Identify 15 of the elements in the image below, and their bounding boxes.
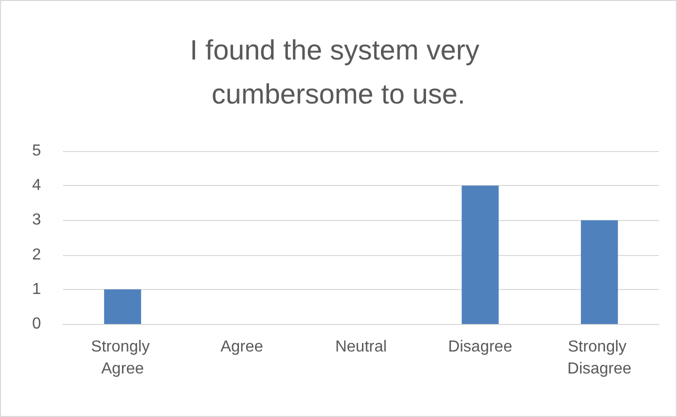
y-tick-label: 4	[32, 177, 42, 194]
y-tick-label: 0	[32, 316, 42, 332]
y-tick-label: 1	[32, 280, 42, 298]
chart-title: I found the system very cumbersome to use.	[190, 34, 488, 110]
y-tick-label: 5	[32, 142, 42, 160]
bar	[580, 220, 618, 324]
x-tick-label: Strongly Disagree	[567, 338, 632, 378]
x-tick-label: Neutral	[335, 338, 387, 356]
y-tick-label: 3	[32, 212, 42, 229]
bar	[104, 289, 142, 324]
bar	[462, 186, 499, 324]
y-tick-label: 2	[32, 246, 42, 264]
x-tick-label: Agree	[220, 338, 264, 356]
x-tick-label: Disagree	[448, 338, 512, 356]
x-tick-label: Strongly Agree	[91, 338, 154, 378]
